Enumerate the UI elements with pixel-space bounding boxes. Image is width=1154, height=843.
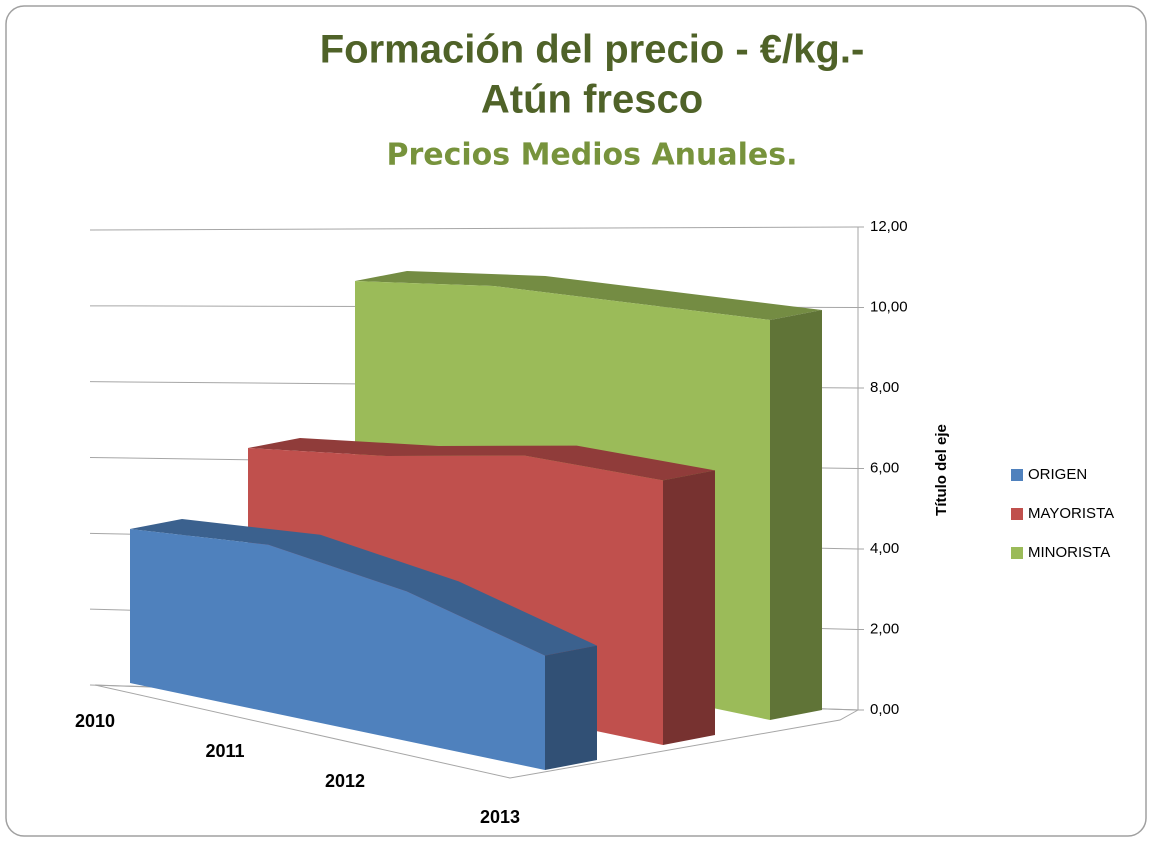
chart-subtitle: Precios Medios Anuales. [386, 138, 797, 173]
chart-title: Formación del precio - €/kg.- [320, 28, 865, 72]
legend-swatch [1011, 547, 1023, 559]
y-tick-label: 4,00 [870, 540, 899, 557]
grid-line [89, 226, 859, 231]
area-top [248, 438, 715, 481]
y-axis-title: Título del eje [933, 424, 950, 516]
y-tick-label: 8,00 [870, 379, 899, 396]
y-tick-label: 6,00 [870, 459, 899, 476]
chart-title-line2: Atún fresco [481, 78, 703, 122]
y-tick-label: 12,00 [870, 218, 908, 235]
legend-swatch [1011, 469, 1023, 481]
area-top [355, 271, 822, 320]
x-tick-label: 2011 [205, 741, 244, 761]
legend-label: MAYORISTA [1028, 505, 1114, 522]
y-tick-label: 0,00 [870, 701, 899, 718]
y-tick-label: 10,00 [870, 298, 908, 315]
x-tick-label: 2013 [480, 807, 520, 827]
x-tick-label: 2012 [325, 771, 365, 791]
area [130, 529, 545, 770]
area-side [663, 470, 715, 745]
area-side [545, 645, 597, 770]
legend-swatch [1011, 508, 1023, 520]
y-tick-label: 2,00 [870, 620, 899, 637]
area-top [130, 519, 597, 656]
legend-label: ORIGEN [1028, 466, 1087, 483]
area-side [770, 310, 822, 720]
legend-label: MINORISTA [1028, 544, 1110, 561]
x-tick-label: 2010 [75, 711, 115, 731]
